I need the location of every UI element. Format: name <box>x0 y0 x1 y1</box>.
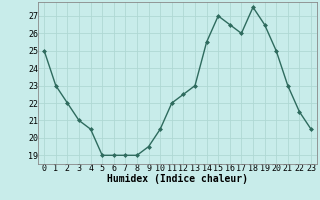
X-axis label: Humidex (Indice chaleur): Humidex (Indice chaleur) <box>107 174 248 184</box>
